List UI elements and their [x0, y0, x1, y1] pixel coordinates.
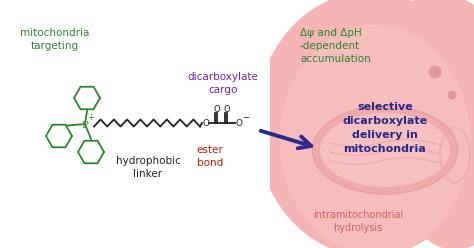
Ellipse shape [255, 0, 474, 248]
Ellipse shape [280, 25, 470, 248]
Text: P: P [82, 121, 89, 129]
Text: hydrophobic
linker: hydrophobic linker [116, 156, 181, 179]
Text: +: + [88, 113, 94, 122]
Text: O: O [236, 119, 243, 127]
Text: O: O [214, 105, 220, 115]
Ellipse shape [320, 113, 450, 187]
Text: selective
dicarboxylate
delivery in
mitochondria: selective dicarboxylate delivery in mito… [342, 102, 428, 154]
Ellipse shape [410, 150, 474, 248]
Ellipse shape [312, 106, 457, 194]
Ellipse shape [428, 65, 441, 79]
Ellipse shape [447, 91, 456, 99]
Text: O: O [224, 105, 230, 115]
Text: ester
bond: ester bond [197, 145, 223, 168]
Ellipse shape [380, 0, 474, 105]
Text: mitochondria
targeting: mitochondria targeting [20, 28, 90, 51]
Bar [0, 0, 270, 248]
Text: −: − [242, 114, 249, 123]
Text: dicarboxylate
cargo: dicarboxylate cargo [188, 72, 258, 95]
Text: O: O [203, 119, 210, 127]
Text: Δψ and ΔpH
-dependent
accumulation: Δψ and ΔpH -dependent accumulation [300, 28, 371, 64]
Text: intramitochondrial
hydrolysis: intramitochondrial hydrolysis [313, 210, 403, 233]
